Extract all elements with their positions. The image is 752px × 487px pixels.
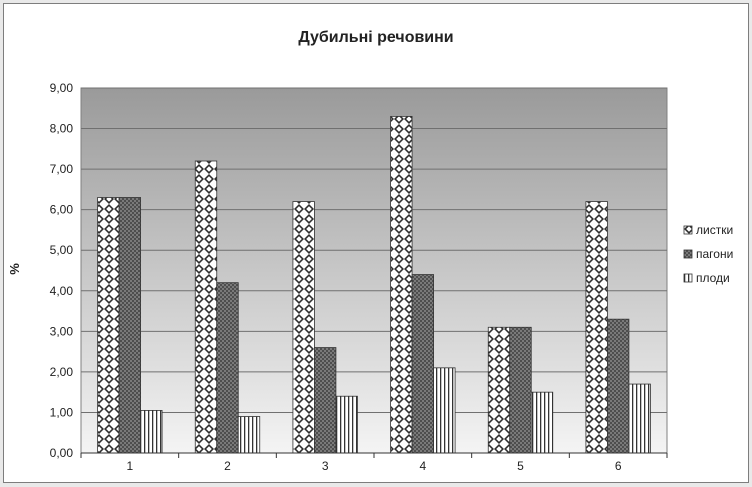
y-tick-label: 5,00: [50, 243, 74, 257]
y-tick-labels: 0,00 1,00 2,00 3,00 4,00 5,00 6,00 7,00 8,00 9,00: [50, 81, 74, 460]
y-tick-label: 6,00: [50, 203, 74, 217]
legend-swatch: [683, 225, 693, 235]
legend-label: пагони: [696, 247, 733, 261]
legend-swatch: [683, 249, 693, 259]
bar-плоди-3: [335, 395, 358, 454]
legend: листки пагони плоди: [683, 223, 733, 285]
y-tick-label: 0,00: [50, 446, 74, 460]
bar-плоди-6: [628, 383, 651, 454]
bar-листки-5: [487, 326, 511, 454]
y-tick-label: 1,00: [50, 405, 74, 419]
x-tick-label: 6: [615, 459, 622, 473]
chart-title: Дубильні речовини: [298, 29, 453, 46]
x-tick-label: 5: [517, 459, 524, 473]
x-tick-label: 4: [419, 459, 426, 473]
legend-label: плоди: [696, 271, 730, 285]
bar-плоди-2: [237, 416, 261, 454]
bar-листки-6: [585, 201, 608, 454]
bar-пагони-5: [509, 326, 532, 454]
legend-label: листки: [696, 223, 733, 237]
gridlines: [81, 87, 667, 413]
y-tick-label: 9,00: [50, 81, 74, 95]
y-tick-label: 7,00: [50, 162, 74, 176]
y-tick-label: 2,00: [50, 365, 74, 379]
y-tick-label: 8,00: [50, 122, 74, 136]
bar-пагони-6: [607, 318, 630, 454]
bar-плоди-5: [530, 391, 554, 454]
bar-листки-4: [390, 115, 413, 454]
x-tick-label: 2: [224, 459, 231, 473]
bar-плоди-4: [433, 367, 456, 454]
bar-пагони-1: [118, 197, 141, 454]
bars: [97, 115, 651, 454]
y-axis-label: %: [7, 263, 22, 275]
x-tick-label: 1: [126, 459, 133, 473]
bar-листки-3: [292, 201, 315, 454]
bar-chart: Дубильні речовини 0,00 1,00 2,00 3,00 4,00 5,…: [7, 29, 733, 473]
legend-swatch: [683, 273, 693, 283]
plot-area: [80, 87, 668, 454]
bar-пагони-2: [216, 282, 239, 454]
bar-пагони-3: [314, 347, 337, 454]
bar-листки-1: [97, 197, 120, 454]
y-tick-label: 3,00: [50, 324, 74, 338]
x-tick-label: 3: [322, 459, 329, 473]
y-tick-label: 4,00: [50, 284, 74, 298]
x-tick-labels: 1 2 3 4 5 6: [80, 453, 668, 473]
chart-frame: Дубильні речовини 0,00 1,00 2,00 3,00 4,00 5,…: [3, 3, 749, 483]
bar-листки-2: [194, 160, 218, 454]
bar-пагони-4: [411, 274, 434, 454]
bar-плоди-1: [140, 410, 163, 454]
